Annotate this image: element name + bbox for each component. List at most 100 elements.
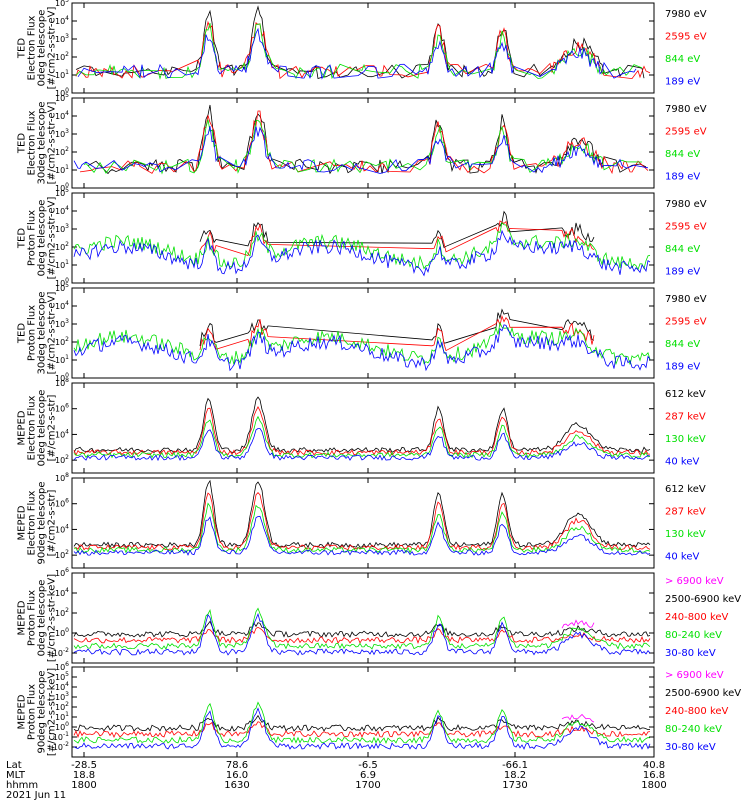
legend-entry: 80-240 keV	[665, 724, 722, 735]
y-tick-label: 103	[55, 128, 69, 139]
panel-frame	[71, 382, 655, 474]
x-tick-label-lat: -28.5	[71, 760, 97, 771]
legend-entry: 189 eV	[665, 77, 700, 88]
legend-entry: 2500-6900 keV	[665, 688, 741, 699]
legend-entry: 2500-6900 keV	[665, 594, 741, 605]
series-trace	[73, 707, 651, 750]
x-tick-label-mlt: 16.0	[226, 770, 248, 781]
x-tick-label-lat: -6.5	[358, 760, 378, 771]
y-tick-label: 105	[55, 0, 69, 8]
legend-entry: 287 keV	[665, 412, 706, 423]
y-tick-label: 100	[55, 721, 69, 732]
panel-frame	[71, 2, 655, 94]
legend-entry: 40 keV	[665, 552, 699, 563]
legend-entry: 40 keV	[665, 457, 699, 468]
y-tick-label: 100	[55, 87, 69, 98]
panel-frame	[71, 287, 655, 379]
y-axis-label-line: MEPED	[17, 694, 28, 729]
y-axis-label-line: Electron Flux	[27, 395, 38, 460]
legend-entry: 7980 eV	[665, 294, 707, 305]
y-tick-label: 104	[55, 15, 69, 26]
x-tick-label-mlt: 16.8	[643, 770, 665, 781]
y-tick-label: 102	[55, 454, 69, 465]
y-axis-label-line: [#/cm2-s-str]	[47, 394, 58, 461]
y-tick-label: 105	[55, 92, 69, 103]
series-trace	[75, 5, 645, 80]
legend-entry: 7980 eV	[665, 104, 707, 115]
x-axis: Lat MLT hhmm 2021 Jun 11 -28.518.8180078…	[6, 760, 667, 800]
y-tick-label: 104	[55, 523, 69, 534]
y-tick-label: 102	[55, 51, 69, 62]
y-axis-label: MEPEDElectron Flux90deg telescope[#/cm2-…	[17, 481, 58, 564]
y-axis-label-line: 30deg telescope	[37, 291, 48, 374]
series-trace	[75, 22, 643, 80]
y-tick-label: 102	[55, 241, 69, 252]
y-tick-label: 102	[55, 607, 69, 618]
y-axis-label-line: MEPED	[17, 505, 28, 540]
y-tick-label: 105	[55, 282, 69, 293]
legend-entry: 844 eV	[665, 54, 700, 65]
y-axis-label-line: MEPED	[17, 600, 28, 635]
y-tick-label: 108	[55, 472, 69, 483]
y-axis-label: MEPEDProton Flux0deg telescope[#/cm2-s-s…	[17, 574, 58, 662]
series-trace	[73, 492, 651, 551]
x-row-label-lat: Lat	[6, 760, 22, 771]
y-axis-label-line: Electron Flux	[27, 110, 38, 175]
y-axis-label-line: TED	[17, 323, 28, 344]
y-axis-label-line: 0deg telescope	[37, 10, 48, 87]
y-axis-label-line: TED	[17, 133, 28, 154]
y-axis-label-line: 0deg telescope	[37, 390, 48, 467]
y-tick-label: 101	[55, 259, 69, 270]
y-axis-label-line: TED	[17, 38, 28, 59]
y-tick-label: 102	[55, 549, 69, 560]
x-tick-label-time: 1730	[502, 780, 527, 791]
legend-entry: 844 eV	[665, 339, 700, 350]
legend-entry: 612 keV	[665, 389, 706, 400]
legend-entry: 612 keV	[665, 484, 706, 495]
legend-entry: 80-240 keV	[665, 630, 722, 641]
x-tick-label-lat: 78.6	[226, 760, 248, 771]
series-trace	[73, 406, 650, 456]
y-axis-label: TEDElectron Flux0deg telescope[#/cm2-s-s…	[17, 7, 58, 90]
y-tick-label: 104	[55, 587, 69, 598]
series-trace	[73, 324, 651, 372]
y-tick-label: 104	[55, 205, 69, 216]
y-tick-label: 106	[55, 403, 69, 414]
y-tick-label: 105	[55, 187, 69, 198]
y-axis-label: MEPEDProton Flux90deg telescope[#/cm2-s-…	[17, 668, 58, 756]
y-axis-label-line: 0deg telescope	[37, 580, 48, 657]
x-tick-label-lat: 40.8	[643, 760, 665, 771]
series-trace	[73, 515, 651, 556]
series-trace	[73, 721, 651, 739]
series-trace	[73, 396, 651, 454]
y-axis-label-line: TED	[17, 228, 28, 249]
panel-frame	[71, 666, 655, 758]
series-trace	[73, 612, 651, 656]
y-tick-label: 100	[55, 277, 69, 288]
y-tick-label: 106	[55, 661, 69, 672]
y-tick-label: 102	[55, 701, 69, 712]
y-tick-label: 106	[55, 498, 69, 509]
y-tick-label: 100	[55, 182, 69, 193]
series-trace	[73, 428, 651, 462]
legend-entry: 130 keV	[665, 434, 706, 445]
y-axis-label-line: [#/cm2-s-str-eV]	[47, 197, 58, 280]
series-trace	[83, 119, 643, 175]
y-axis-label-line: 90deg telescope	[37, 670, 48, 753]
y-tick-label: 106	[55, 567, 69, 578]
y-axis-label-line: Proton Flux	[27, 305, 38, 361]
y-tick-label: 101	[55, 164, 69, 175]
y-tick-label: 103	[55, 223, 69, 234]
legend-entry: 240-800 keV	[665, 612, 729, 623]
y-tick-label: 104	[55, 681, 69, 692]
series-trace	[199, 210, 595, 249]
series-trace	[75, 20, 651, 80]
series-trace	[73, 701, 651, 744]
y-axis-label-line: [#/cm2-s-str-keV]	[47, 668, 58, 756]
y-tick-label: 104	[55, 110, 69, 121]
x-tick-label-time: 1630	[224, 780, 249, 791]
